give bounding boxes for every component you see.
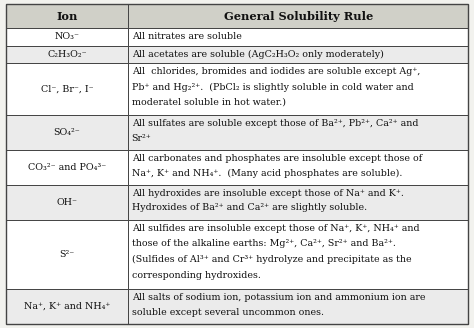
Text: All hydroxides are insoluble except those of Na⁺ and K⁺.: All hydroxides are insoluble except thos… bbox=[132, 189, 403, 198]
Text: corresponding hydroxides.: corresponding hydroxides. bbox=[132, 271, 261, 280]
Text: moderatel soluble in hot water.): moderatel soluble in hot water.) bbox=[132, 98, 286, 107]
Text: Ion: Ion bbox=[56, 10, 78, 22]
Text: soluble except several uncommon ones.: soluble except several uncommon ones. bbox=[132, 308, 324, 317]
Text: All salts of sodium ion, potassium ion and ammonium ion are: All salts of sodium ion, potassium ion a… bbox=[132, 293, 425, 302]
Text: SO₄²⁻: SO₄²⁻ bbox=[54, 128, 81, 137]
Text: General Solubility Rule: General Solubility Rule bbox=[224, 10, 373, 22]
Text: All sulfates are soluble except those of Ba²⁺, Pb²⁺, Ca²⁺ and: All sulfates are soluble except those of… bbox=[132, 119, 418, 128]
Bar bbox=[128, 4, 468, 28]
Text: Pb⁺ and Hg₂²⁺.  (PbCl₂ is slightly soluble in cold water and: Pb⁺ and Hg₂²⁺. (PbCl₂ is slightly solubl… bbox=[132, 82, 413, 92]
Text: OH⁻: OH⁻ bbox=[56, 198, 77, 207]
Bar bbox=[6, 115, 128, 150]
Text: NO₃⁻: NO₃⁻ bbox=[55, 32, 80, 42]
Text: All acetates are soluble (AgC₂H₃O₂ only moderately): All acetates are soluble (AgC₂H₃O₂ only … bbox=[132, 50, 383, 59]
Text: those of the alkaline earths: Mg²⁺, Ca²⁺, Sr²⁺ and Ba²⁺.: those of the alkaline earths: Mg²⁺, Ca²⁺… bbox=[132, 239, 395, 248]
Bar bbox=[6, 28, 128, 46]
Bar bbox=[6, 63, 128, 115]
Text: All sulfides are insoluble except those of Na⁺, K⁺, NH₄⁺ and: All sulfides are insoluble except those … bbox=[132, 224, 419, 233]
Bar bbox=[6, 220, 128, 289]
Text: CO₃²⁻ and PO₄³⁻: CO₃²⁻ and PO₄³⁻ bbox=[28, 163, 106, 172]
Bar bbox=[128, 150, 468, 185]
Text: All nitrates are soluble: All nitrates are soluble bbox=[132, 32, 241, 41]
Text: All  chlorides, bromides and iodides are soluble except Ag⁺,: All chlorides, bromides and iodides are … bbox=[132, 67, 420, 76]
Bar bbox=[6, 150, 128, 185]
Bar bbox=[6, 289, 128, 324]
Bar bbox=[128, 63, 468, 115]
Bar bbox=[6, 46, 128, 63]
Text: (Sulfides of Al³⁺ and Cr³⁺ hydrolyze and precipitate as the: (Sulfides of Al³⁺ and Cr³⁺ hydrolyze and… bbox=[132, 255, 411, 264]
Bar bbox=[6, 185, 128, 220]
Text: Na⁺, K⁺ and NH₄⁺: Na⁺, K⁺ and NH₄⁺ bbox=[24, 302, 110, 311]
Bar bbox=[128, 289, 468, 324]
Text: Hydroxides of Ba²⁺ and Ca²⁺ are slightly soluble.: Hydroxides of Ba²⁺ and Ca²⁺ are slightly… bbox=[132, 203, 367, 212]
Bar bbox=[128, 28, 468, 46]
Bar bbox=[128, 46, 468, 63]
Text: Na⁺, K⁺ and NH₄⁺.  (Many acid phosphates are soluble).: Na⁺, K⁺ and NH₄⁺. (Many acid phosphates … bbox=[132, 169, 402, 178]
Text: All carbonates and phosphates are insoluble except those of: All carbonates and phosphates are insolu… bbox=[132, 154, 422, 163]
Text: Sr²⁺: Sr²⁺ bbox=[132, 134, 151, 143]
Bar bbox=[128, 220, 468, 289]
Bar bbox=[6, 4, 128, 28]
Text: S²⁻: S²⁻ bbox=[59, 250, 74, 259]
Bar bbox=[128, 185, 468, 220]
Bar bbox=[128, 115, 468, 150]
Text: C₂H₃O₂⁻: C₂H₃O₂⁻ bbox=[47, 50, 87, 59]
Text: Cl⁻, Br⁻, I⁻: Cl⁻, Br⁻, I⁻ bbox=[41, 85, 93, 94]
